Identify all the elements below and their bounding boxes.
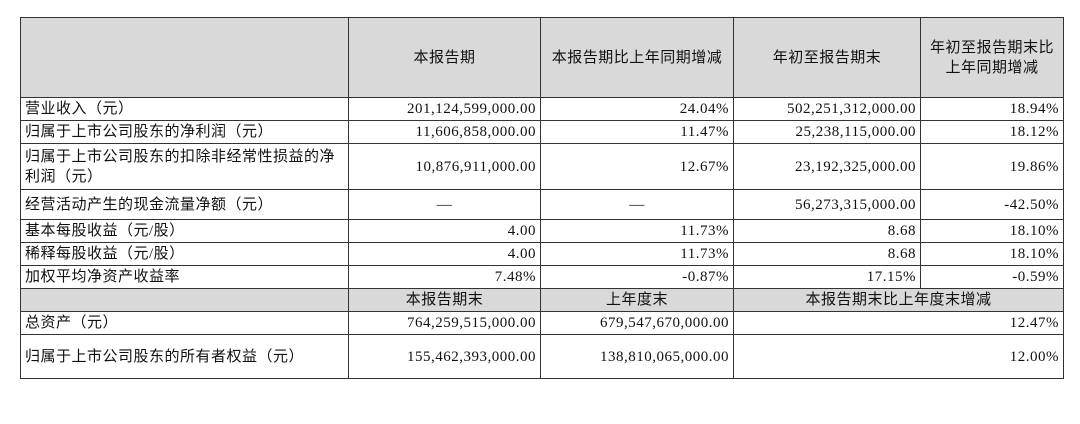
value-cell: 155,462,393,000.00: [348, 334, 541, 379]
header-cell: 本报告期: [348, 17, 541, 98]
value-cell: 11,606,858,000.00: [348, 120, 541, 144]
value-cell: 138,810,065,000.00: [540, 334, 734, 379]
row-label: 基本每股收益（元/股）: [20, 219, 349, 243]
value-cell: 4.00: [348, 219, 541, 243]
value-cell: 12.67%: [540, 143, 734, 190]
header-cell: 本报告期末: [348, 288, 541, 312]
row-label: 归属于上市公司股东的净利润（元）: [20, 120, 349, 144]
header-cell: 年初至报告期末: [733, 17, 921, 98]
value-cell: 23,192,325,000.00: [733, 143, 921, 190]
header-row: 本报告期末 上年度末 本报告期末比上年度末增减: [20, 288, 1064, 312]
value-cell: 24.04%: [540, 97, 734, 121]
value-cell: 18.10%: [920, 219, 1064, 243]
row-label: 总资产（元）: [20, 311, 349, 335]
header-cell: 本报告期末比上年度末增减: [733, 288, 1064, 312]
value-cell: 4.00: [348, 242, 541, 266]
value-cell: 8.68: [733, 219, 921, 243]
value-cell: 7.48%: [348, 265, 541, 289]
data-row: 归属于上市公司股东的所有者权益（元） 155,462,393,000.00 138,…: [20, 334, 1064, 379]
row-label: 稀释每股收益（元/股）: [20, 242, 349, 266]
header-cell: 年初至报告期末比上年同期增减: [920, 17, 1064, 98]
value-cell: 502,251,312,000.00: [733, 97, 921, 121]
value-cell: 19.86%: [920, 143, 1064, 190]
value-cell: 18.10%: [920, 242, 1064, 266]
data-row: 稀释每股收益（元/股） 4.00 11.73% 8.68 18.10%: [20, 242, 1064, 266]
value-cell: 56,273,315,000.00: [733, 189, 921, 220]
header-cell: [20, 288, 349, 312]
value-cell: -0.59%: [920, 265, 1064, 289]
row-label: 归属于上市公司股东的所有者权益（元）: [20, 334, 349, 379]
value-cell: 18.94%: [920, 97, 1064, 121]
value-cell: —: [348, 189, 541, 220]
value-cell: 12.00%: [733, 334, 1064, 379]
value-cell: 10,876,911,000.00: [348, 143, 541, 190]
value-cell: 11.73%: [540, 219, 734, 243]
row-label: 营业收入（元）: [20, 97, 349, 121]
value-cell: 679,547,670,000.00: [540, 311, 734, 335]
value-cell: 11.47%: [540, 120, 734, 144]
value-cell: 11.73%: [540, 242, 734, 266]
value-cell: -42.50%: [920, 189, 1064, 220]
data-row: 基本每股收益（元/股） 4.00 11.73% 8.68 18.10%: [20, 219, 1064, 243]
data-row: 营业收入（元） 201,124,599,000.00 24.04% 502,251,3…: [20, 97, 1064, 121]
value-cell: —: [540, 189, 734, 220]
value-cell: 18.12%: [920, 120, 1064, 144]
data-row: 总资产（元） 764,259,515,000.00 679,547,670,000.…: [20, 311, 1064, 335]
row-label: 经营活动产生的现金流量净额（元）: [20, 189, 349, 220]
value-cell: 201,124,599,000.00: [348, 97, 541, 121]
row-label: 归属于上市公司股东的扣除非经常性损益的净利润（元）: [20, 143, 349, 190]
header-cell: 本报告期比上年同期增减: [540, 17, 734, 98]
row-label: 加权平均净资产收益率: [20, 265, 349, 289]
value-cell: 8.68: [733, 242, 921, 266]
value-cell: 17.15%: [733, 265, 921, 289]
data-row: 归属于上市公司股东的扣除非经常性损益的净利润（元） 10,876,911,000.…: [20, 143, 1064, 190]
data-row: 归属于上市公司股东的净利润（元） 11,606,858,000.00 11.47% 2…: [20, 120, 1064, 144]
header-row: 本报告期 本报告期比上年同期增减 年初至报告期末 年初至报告期末比上年同期增减: [20, 17, 1064, 98]
value-cell: 25,238,115,000.00: [733, 120, 921, 144]
value-cell: -0.87%: [540, 265, 734, 289]
value-cell: 12.47%: [733, 311, 1064, 335]
header-cell: 上年度末: [540, 288, 734, 312]
data-row: 经营活动产生的现金流量净额（元） — —56,273,315,000.00 -42.5…: [20, 189, 1064, 220]
header-cell: [20, 17, 349, 98]
data-row: 加权平均净资产收益率 7.48% -0.87% 17.15% -0.59%: [20, 265, 1064, 289]
value-cell: 764,259,515,000.00: [348, 311, 541, 335]
financial-table: 本报告期 本报告期比上年同期增减 年初至报告期末 年初至报告期末比上年同期增减 营业收入…: [20, 17, 1064, 379]
